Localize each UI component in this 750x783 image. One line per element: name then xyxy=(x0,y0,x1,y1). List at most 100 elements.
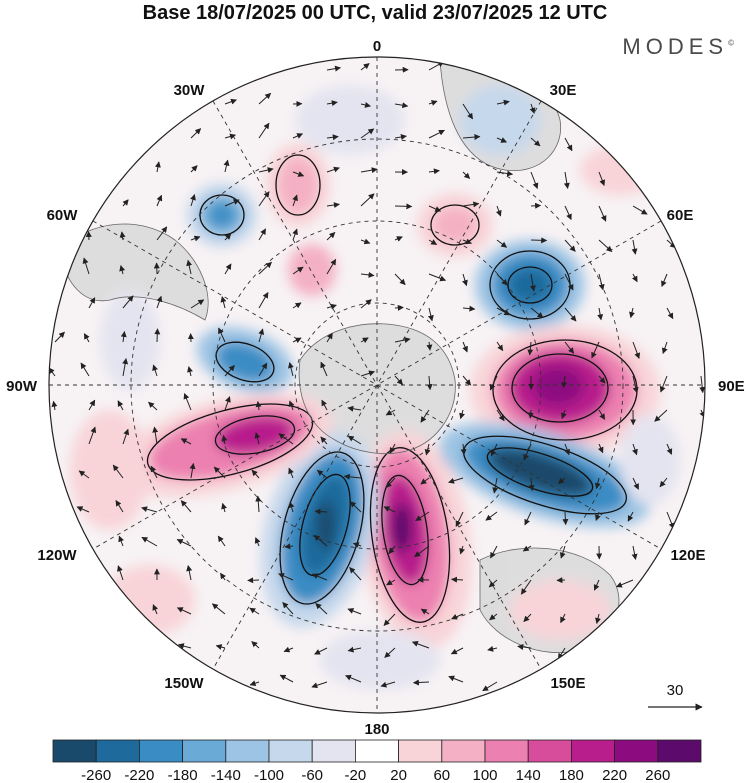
south-america-landmass xyxy=(60,223,209,320)
wind-vector xyxy=(326,303,337,310)
wind-vector xyxy=(122,295,134,309)
wind-vector xyxy=(455,511,464,527)
colorbar-swatch xyxy=(225,739,270,763)
wind-vector xyxy=(632,443,638,456)
wind-vector xyxy=(311,681,328,689)
wind-vector xyxy=(383,613,396,626)
wind-vector xyxy=(119,265,126,275)
wind-vector xyxy=(598,239,613,253)
wind-vector xyxy=(218,327,226,343)
wind-vector xyxy=(428,205,442,212)
colorbar-tick-label: 260 xyxy=(645,767,670,783)
wind-vector xyxy=(249,607,260,615)
wind-vector xyxy=(490,545,498,559)
wind-vector xyxy=(122,358,129,377)
wind-vector xyxy=(176,607,192,615)
wind-vector xyxy=(221,502,227,513)
wind-vector xyxy=(352,542,362,548)
wind-vector xyxy=(560,613,566,624)
lon-label-120e: 120E xyxy=(670,547,705,564)
wind-vector xyxy=(326,258,337,275)
wind-vector xyxy=(360,167,378,174)
colorbar-tick-label: 60 xyxy=(433,767,450,783)
wind-vector xyxy=(627,511,634,522)
wind-vector xyxy=(593,579,600,591)
wind-vector xyxy=(462,273,468,287)
wind-vector xyxy=(326,166,340,173)
wind-vector xyxy=(292,133,304,139)
map-border xyxy=(48,56,706,714)
wind-vector xyxy=(529,103,536,114)
wind-vector xyxy=(666,307,674,320)
wind-vector xyxy=(347,435,362,445)
wind-vector xyxy=(487,645,498,652)
wind-vector xyxy=(528,477,535,492)
wind-vector xyxy=(631,545,638,560)
wind-vector xyxy=(320,436,328,445)
wind-vector xyxy=(183,392,192,411)
wind-vector xyxy=(462,305,476,312)
wind-vector xyxy=(51,400,58,411)
copyright-mark: © xyxy=(728,38,734,48)
wind-vector xyxy=(120,331,127,343)
wind-vector xyxy=(389,443,396,454)
wind-vector xyxy=(347,405,362,412)
colorbar-swatch xyxy=(614,739,659,763)
wind-vector xyxy=(598,409,606,420)
wind-vector xyxy=(360,271,375,278)
wind-vectors xyxy=(49,61,705,692)
wind-vector xyxy=(152,364,158,377)
colorbar-swatch xyxy=(95,739,140,763)
wind-vector xyxy=(428,100,438,106)
map-disc xyxy=(49,57,705,713)
wind-vector xyxy=(154,161,161,173)
wind-vector xyxy=(224,233,232,241)
colorbar-tick-label: 220 xyxy=(602,767,627,783)
wind-vector xyxy=(462,341,468,353)
wind-vector xyxy=(517,644,532,650)
wind-vector xyxy=(152,426,159,445)
wind-vector xyxy=(190,235,201,242)
wind-vector xyxy=(284,543,294,550)
wind-vector xyxy=(394,236,403,242)
wind-vector xyxy=(258,167,274,173)
wind-vector xyxy=(258,261,272,275)
wind-vector xyxy=(462,238,472,245)
wind-vector xyxy=(462,171,471,179)
wind-vector xyxy=(496,341,504,352)
wind-vector xyxy=(562,511,569,526)
wind-vector xyxy=(117,565,124,581)
wind-vector xyxy=(595,511,601,521)
wind-vector xyxy=(117,400,124,411)
wind-vector xyxy=(462,134,481,141)
wind-vector xyxy=(258,92,272,105)
wind-vector xyxy=(217,535,226,547)
wind-vector xyxy=(629,307,635,319)
wind-vector xyxy=(597,443,604,454)
wind-vector xyxy=(190,299,205,309)
wind-vector xyxy=(527,409,534,419)
wind-vector xyxy=(349,501,362,513)
wind-vector xyxy=(279,674,294,683)
wind-vector xyxy=(496,307,511,316)
wind-vector xyxy=(495,205,502,217)
wind-vector xyxy=(462,103,474,120)
wind-vector xyxy=(394,102,409,109)
wind-vector xyxy=(82,257,90,275)
colorbar: -260 -220 -180 -140 -100 -60 -20 20 60 100 140 180 2… xyxy=(52,739,702,783)
wind-vector xyxy=(88,297,96,309)
wind-vector xyxy=(632,205,648,215)
wind-vector xyxy=(311,573,328,581)
wind-vector xyxy=(595,613,601,624)
wind-vector xyxy=(666,443,673,455)
graticule xyxy=(49,57,705,713)
wind-vector xyxy=(288,400,295,411)
wind-vector xyxy=(462,375,472,386)
wind-vector xyxy=(523,443,532,461)
map-title: Base 18/07/2025 00 UTC, valid 23/07/2025… xyxy=(142,2,608,24)
wind-vector xyxy=(141,536,158,547)
wind-vector xyxy=(189,462,196,479)
lon-label-30w: 30W xyxy=(174,82,206,99)
wind-vector xyxy=(451,576,464,583)
